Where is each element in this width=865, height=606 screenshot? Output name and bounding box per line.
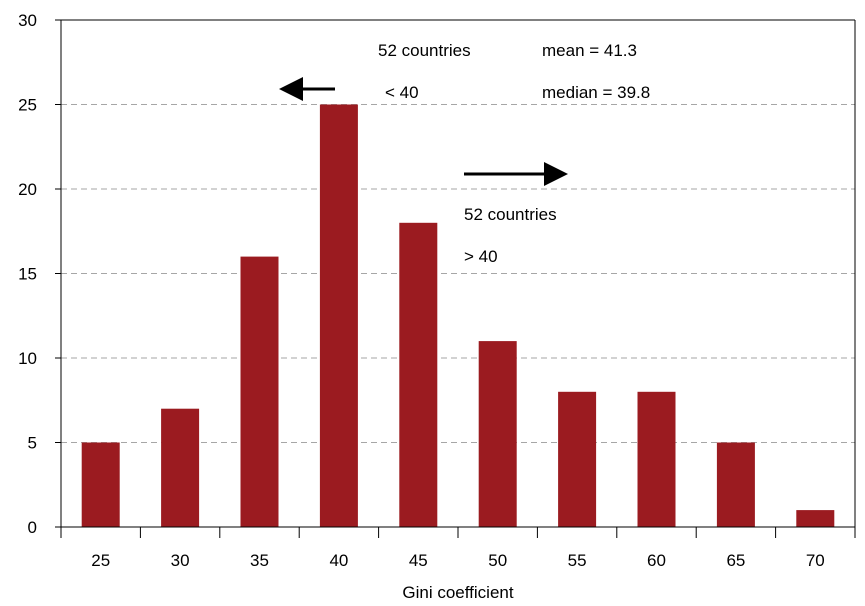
bar (240, 256, 279, 527)
x-tick-label: 45 (409, 551, 428, 570)
x-tick-label: 30 (171, 551, 190, 570)
bar (81, 442, 120, 527)
annotation-left-count: 52 countries (378, 41, 471, 60)
y-tick-label: 20 (18, 180, 37, 199)
y-tick-label: 15 (18, 265, 37, 284)
annotation-left-condition: < 40 (385, 83, 419, 102)
annotation-right-condition: > 40 (464, 247, 498, 266)
annotation-median: median = 39.8 (542, 83, 650, 102)
bar (716, 442, 755, 527)
y-tick-label: 30 (18, 11, 37, 30)
x-axis-title: Gini coefficient (402, 583, 513, 602)
x-tick-label: 70 (806, 551, 825, 570)
annotation-right-count: 52 countries (464, 205, 557, 224)
bars (81, 104, 835, 528)
y-tick-label: 25 (18, 96, 37, 115)
bar (399, 222, 438, 528)
y-axis-ticks: 0 5 10 15 20 25 30 (18, 11, 61, 537)
y-tick-label: 10 (18, 349, 37, 368)
x-tick-label: 40 (329, 551, 348, 570)
bar (478, 341, 517, 527)
x-tick-label: 35 (250, 551, 269, 570)
gridlines (61, 104, 855, 443)
bar (161, 408, 200, 527)
bar (558, 391, 597, 527)
x-tick-label: 60 (647, 551, 666, 570)
bar (637, 391, 676, 527)
x-axis-ticks: 25 30 35 40 45 50 55 60 65 70 (60, 527, 856, 570)
x-tick-label: 25 (91, 551, 110, 570)
x-tick-label: 65 (726, 551, 745, 570)
bar (796, 510, 835, 527)
x-tick-label: 50 (488, 551, 507, 570)
y-tick-label: 0 (28, 518, 37, 537)
x-tick-label: 55 (568, 551, 587, 570)
bar (319, 104, 358, 527)
annotation-mean: mean = 41.3 (542, 41, 637, 60)
y-tick-label: 5 (28, 434, 37, 453)
